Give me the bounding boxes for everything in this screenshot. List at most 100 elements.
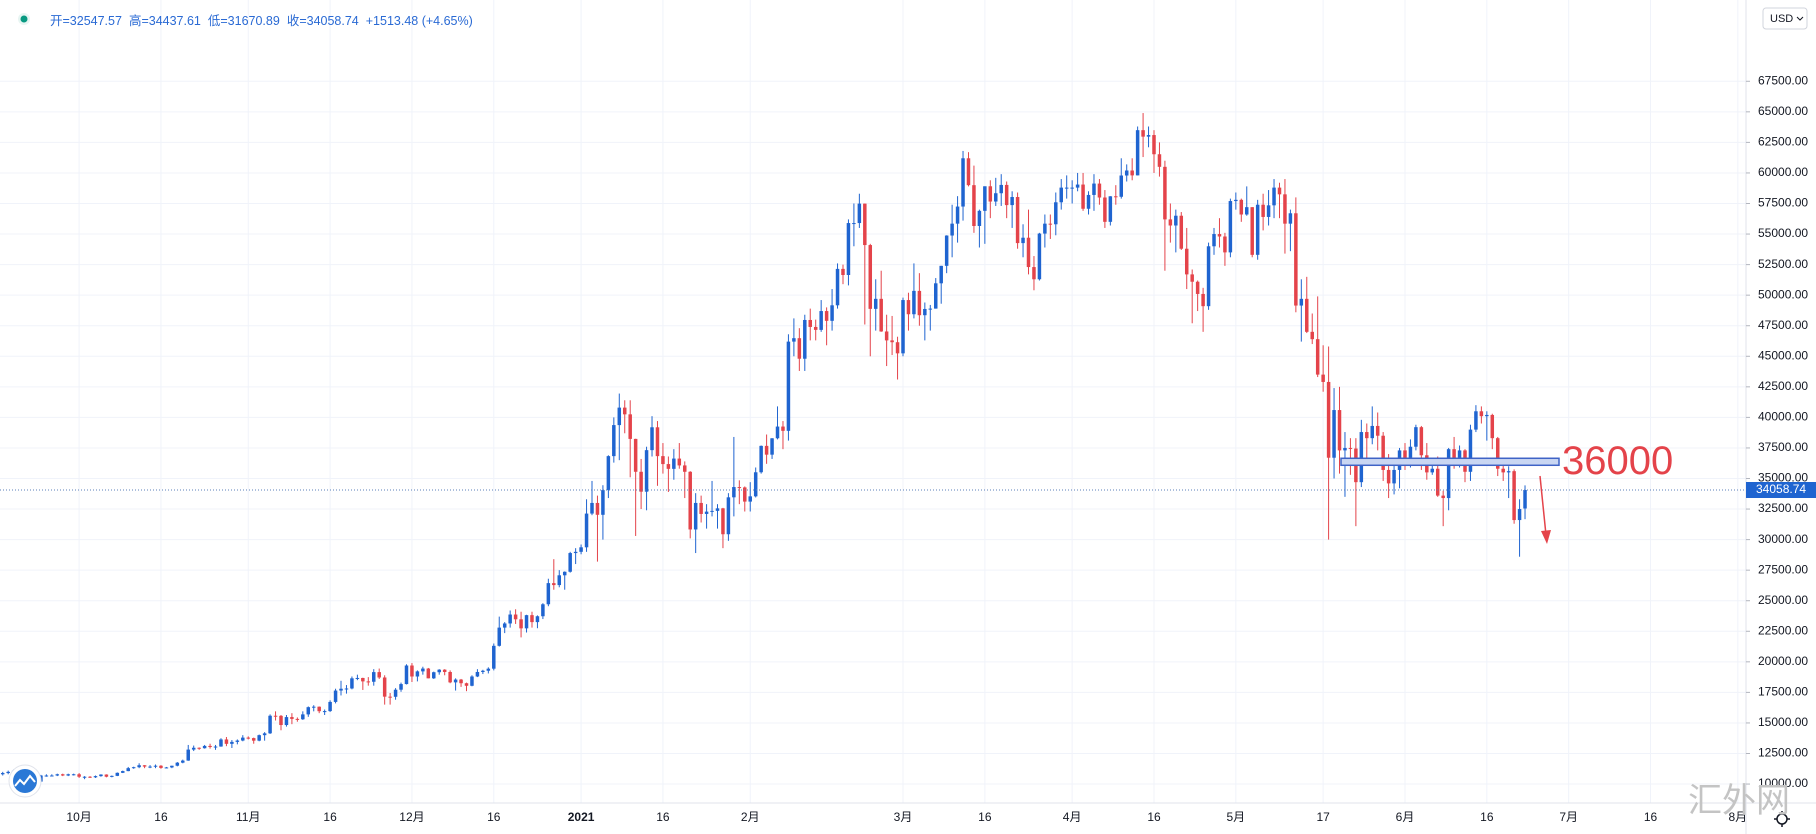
candle-body xyxy=(530,615,534,623)
candle-body xyxy=(1305,298,1309,332)
candle-body xyxy=(835,268,840,306)
candle-body xyxy=(988,186,993,202)
candle-body xyxy=(775,426,780,439)
candle-body xyxy=(753,472,758,497)
axes: 10000.00 12500.00 15000.00 17500.00 20000.00… xyxy=(66,73,1816,824)
candle-body xyxy=(1075,184,1080,188)
candle-body xyxy=(164,767,169,769)
candle-body xyxy=(541,604,545,617)
x-tick-label: 6月 xyxy=(1396,810,1415,824)
candle-body xyxy=(672,458,676,469)
candle-body xyxy=(1168,219,1173,226)
candle-body xyxy=(1234,199,1238,202)
candle-body xyxy=(546,583,551,605)
candle-body xyxy=(208,745,212,748)
candle-body xyxy=(410,665,414,677)
candle-body xyxy=(830,305,834,321)
candle-body xyxy=(1315,339,1320,375)
settings-button[interactable] xyxy=(1774,811,1790,827)
y-tick-label: 62500.00 xyxy=(1758,135,1808,149)
currency-button[interactable]: USD xyxy=(1762,7,1808,30)
candle-body xyxy=(415,671,420,677)
candle-body xyxy=(819,311,823,330)
candle-body xyxy=(1288,213,1293,224)
candle-body xyxy=(1266,205,1271,217)
candle-body xyxy=(350,678,354,689)
currency-label[interactable]: USD xyxy=(1770,13,1793,25)
level-zone xyxy=(1340,457,1560,467)
candle-body xyxy=(219,739,223,747)
candle-body xyxy=(486,668,491,671)
candle-body xyxy=(1081,184,1085,209)
candle-body xyxy=(1130,170,1134,176)
candle-body xyxy=(633,438,638,472)
dropdown-caret[interactable] xyxy=(1796,16,1804,21)
logo[interactable] xyxy=(8,764,42,798)
candle-body xyxy=(1370,425,1374,439)
candle-body xyxy=(1485,414,1489,417)
candle-body xyxy=(552,583,556,586)
candle-body xyxy=(923,308,927,316)
candle-body xyxy=(1157,154,1162,167)
x-tick-label: 5月 xyxy=(1226,810,1245,824)
candle-body xyxy=(1435,468,1440,496)
y-tick-label: 55000.00 xyxy=(1758,226,1808,240)
candle-body xyxy=(475,671,480,677)
y-tick-label: 67500.00 xyxy=(1758,73,1808,87)
candle-body xyxy=(1201,293,1205,307)
candle-body xyxy=(1026,237,1031,268)
candle-body xyxy=(743,487,747,502)
y-tick-label: 12500.00 xyxy=(1758,746,1808,760)
currency-button-frame[interactable] xyxy=(1762,7,1808,30)
candle-body xyxy=(857,203,862,224)
x-tick-label: 16 xyxy=(1480,810,1494,824)
candle-body xyxy=(470,676,474,686)
candle-body xyxy=(1321,374,1325,382)
candle-body xyxy=(1419,427,1424,456)
candle-body xyxy=(175,762,180,766)
candle-body xyxy=(295,718,300,720)
candle-body xyxy=(197,747,201,749)
candle-body xyxy=(333,690,338,702)
candle-body xyxy=(1228,201,1233,253)
candle-body xyxy=(61,774,65,776)
logo-fill[interactable] xyxy=(13,769,37,793)
candle-body xyxy=(361,677,365,682)
legend-item: 收=34058.74 xyxy=(286,14,359,28)
candle-body xyxy=(955,206,960,224)
candle-body xyxy=(1468,429,1473,472)
candle-body xyxy=(1294,213,1298,306)
x-tick-label: 16 xyxy=(323,810,337,824)
candle-body xyxy=(1163,166,1167,220)
candle-body xyxy=(1021,237,1025,244)
candle-body xyxy=(950,223,954,236)
candle-body xyxy=(344,688,349,690)
candle-body xyxy=(639,471,643,492)
candle-body xyxy=(961,158,965,207)
x-tick-label: 3月 xyxy=(894,810,913,824)
y-tick-label: 37500.00 xyxy=(1758,440,1808,454)
y-tick-label: 52500.00 xyxy=(1758,257,1808,271)
candle-body xyxy=(399,684,403,690)
candle-body xyxy=(191,747,196,750)
x-tick-label: 16 xyxy=(487,810,501,824)
candle-body xyxy=(661,456,665,465)
candle-body xyxy=(1501,468,1505,473)
candle-body xyxy=(213,746,218,748)
candle-body xyxy=(66,774,70,776)
logo-mark[interactable] xyxy=(14,774,36,787)
candle-body xyxy=(382,677,387,697)
candle-body xyxy=(1255,204,1260,255)
candle-body xyxy=(792,338,796,342)
candle-body xyxy=(148,766,152,768)
candle-body xyxy=(1059,187,1063,203)
candle-body xyxy=(557,575,562,586)
candle-body xyxy=(77,774,81,777)
gear-teeth[interactable] xyxy=(1774,811,1790,827)
candle-body xyxy=(890,340,894,343)
candle-body xyxy=(1054,202,1058,225)
candle-body xyxy=(1195,281,1200,294)
candle-body xyxy=(137,765,141,768)
candle-body xyxy=(1206,246,1211,307)
